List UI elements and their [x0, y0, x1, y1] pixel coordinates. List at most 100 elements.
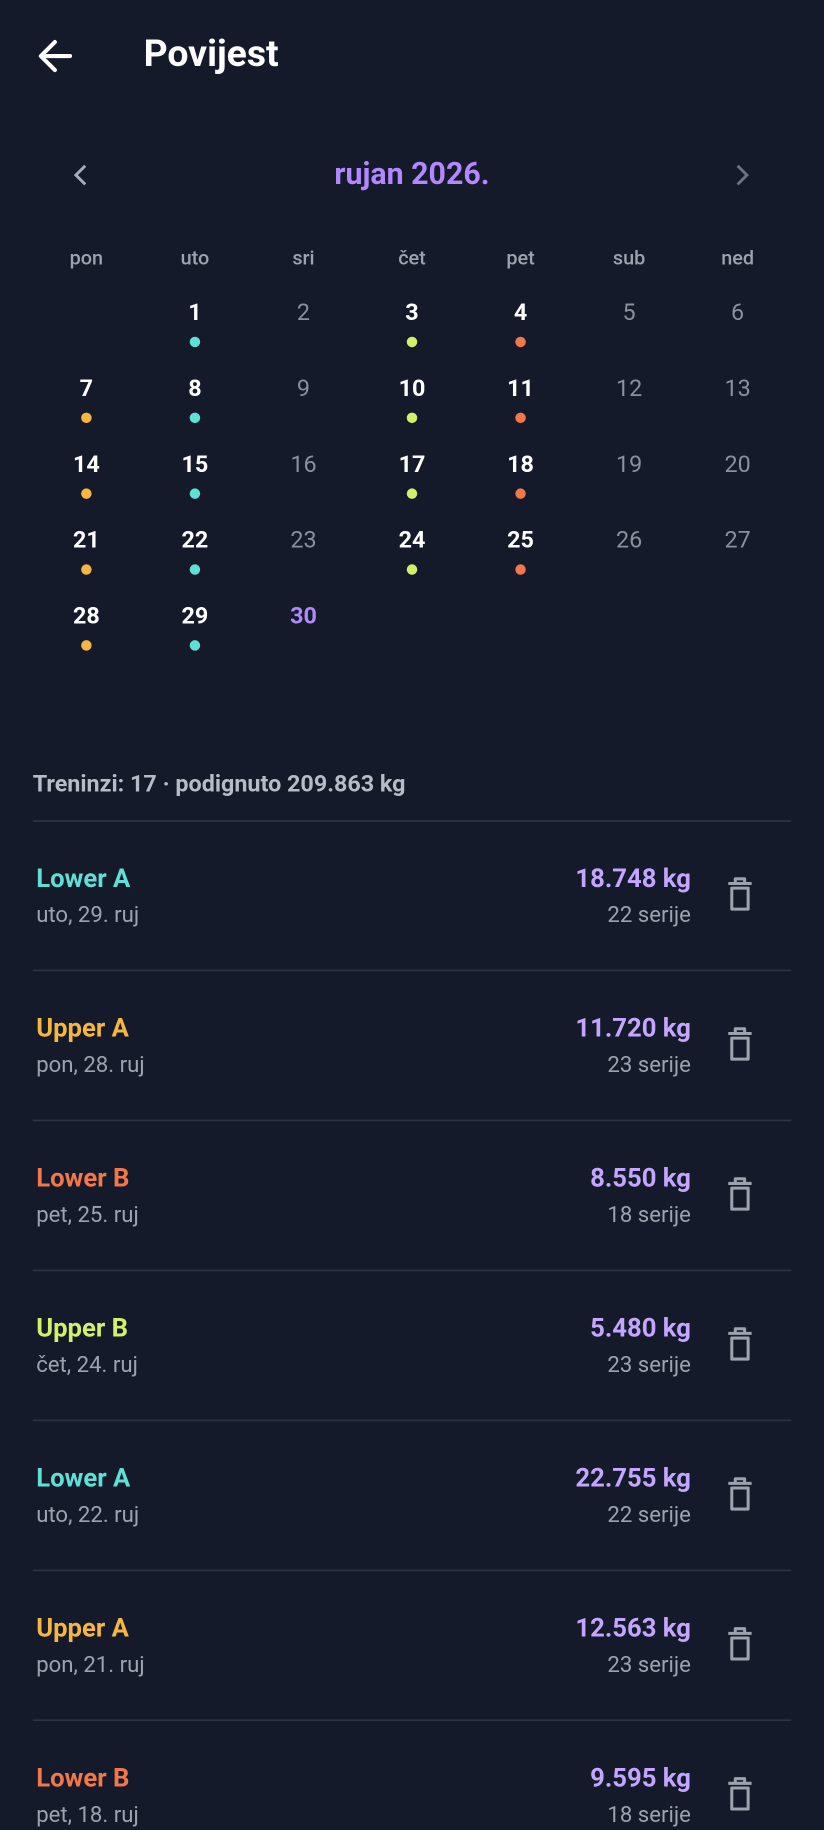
calendar-day[interactable]: 21: [73, 526, 100, 554]
workout-sets: 22 serije: [607, 1502, 691, 1528]
title: Povijest: [144, 32, 279, 76]
workout-dot: [406, 412, 418, 424]
workout-date: pon, 28. ruj: [36, 1052, 144, 1078]
workout-dot: [189, 412, 201, 424]
calendar-day[interactable]: 12: [616, 374, 642, 402]
workout-dot: [406, 336, 418, 348]
delete-button[interactable]: [728, 1327, 752, 1361]
workout-sets: 18 serije: [607, 1202, 691, 1228]
delete-button[interactable]: [728, 1777, 752, 1811]
calendar-day[interactable]: 17: [399, 450, 426, 478]
workout-date: uto, 22. ruj: [36, 1502, 139, 1528]
workout-sets: 23 serije: [607, 1652, 691, 1678]
calendar-day[interactable]: 8: [188, 374, 201, 402]
workout-dot: [406, 488, 418, 499]
calendar-day[interactable]: 15: [182, 450, 209, 478]
back-button[interactable]: [38, 39, 73, 73]
workout-weight: 11.720 kg: [575, 1014, 691, 1044]
calendar-day[interactable]: 5: [623, 298, 636, 326]
calendar-day[interactable]: 28: [73, 602, 100, 630]
delete-button[interactable]: [728, 1027, 752, 1061]
calendar-day[interactable]: 27: [725, 526, 751, 554]
workout-weight: 18.748 kg: [575, 864, 691, 894]
workout-name: Lower B: [36, 1764, 129, 1794]
calendar-day[interactable]: 13: [725, 374, 751, 402]
workout-name: Lower B: [36, 1164, 129, 1194]
delete-button[interactable]: [728, 1627, 752, 1661]
weekday: sub: [613, 246, 645, 269]
workout-name: Lower A: [36, 864, 131, 894]
delete-button[interactable]: [728, 1477, 752, 1511]
calendar-day[interactable]: 7: [80, 374, 93, 402]
weekday: pon: [70, 246, 103, 269]
workout-dot: [515, 488, 526, 499]
workout-date: pon, 21. ruj: [36, 1652, 144, 1678]
workout-dot: [515, 412, 526, 424]
workout-row[interactable]: [33, 1122, 792, 1270]
calendar-day[interactable]: 9: [297, 374, 310, 402]
workout-row[interactable]: [33, 822, 792, 970]
calendar-day[interactable]: 3: [405, 298, 418, 326]
workout-dot: [515, 564, 526, 575]
calendar-day[interactable]: 11: [507, 374, 534, 402]
workout-row[interactable]: [33, 1422, 792, 1570]
calendar-day[interactable]: 29: [182, 602, 209, 630]
workout-date: čet, 24. ruj: [36, 1352, 138, 1378]
next-month[interactable]: [736, 164, 750, 186]
workout-row[interactable]: [33, 972, 792, 1120]
calendar-day[interactable]: 2: [297, 298, 310, 326]
calendar-day[interactable]: 18: [507, 450, 534, 478]
workout-dot: [189, 336, 201, 348]
calendar-day[interactable]: 26: [616, 526, 642, 554]
delete-button[interactable]: [728, 1177, 752, 1211]
delete-button[interactable]: [728, 877, 752, 911]
workout-dot: [81, 488, 92, 499]
workout-name: Upper B: [36, 1314, 128, 1344]
workout-sets: 18 serije: [607, 1802, 691, 1828]
workout-name: Lower A: [36, 1464, 131, 1494]
calendar-day[interactable]: 10: [399, 374, 426, 402]
calendar-day[interactable]: 1: [188, 298, 201, 326]
workout-weight: 9.595 kg: [590, 1764, 691, 1794]
workout-dot: [81, 640, 92, 651]
calendar-day[interactable]: 22: [182, 526, 209, 554]
summary: Treninzi: 17 · podignuto 209.863 kg: [33, 770, 406, 798]
workout-name: Upper A: [36, 1014, 129, 1044]
workout-dot: [81, 412, 92, 424]
calendar-day[interactable]: 6: [731, 298, 744, 326]
workout-dot: [406, 564, 418, 575]
workout-dot: [81, 564, 92, 575]
calendar-day[interactable]: 19: [616, 450, 642, 478]
calendar-day[interactable]: 16: [290, 450, 316, 478]
workout-sets: 23 serije: [607, 1352, 691, 1378]
workout-row[interactable]: [33, 1571, 792, 1719]
weekday: uto: [181, 246, 210, 269]
workout-weight: 12.563 kg: [575, 1614, 691, 1644]
calendar-day[interactable]: 30: [290, 602, 317, 630]
calendar-day[interactable]: 4: [514, 298, 527, 326]
workout-name: Upper A: [36, 1614, 129, 1644]
workout-sets: 23 serije: [607, 1052, 691, 1078]
workout-row[interactable]: [33, 1272, 792, 1420]
weekday: čet: [398, 246, 426, 269]
calendar-day[interactable]: 24: [399, 526, 426, 554]
calendar-day[interactable]: 14: [73, 450, 100, 478]
workout-date: uto, 29. ruj: [36, 902, 139, 928]
weekday: pet: [506, 246, 535, 269]
weekday: ned: [721, 246, 754, 269]
calendar-day[interactable]: 25: [507, 526, 534, 554]
weekday: sri: [292, 246, 314, 269]
workout-dot: [189, 564, 201, 575]
workout-dot: [189, 488, 201, 499]
workout-date: pet, 18. ruj: [36, 1802, 139, 1828]
workout-dot: [189, 640, 201, 651]
calendar-day[interactable]: 23: [290, 526, 316, 554]
prev-month[interactable]: [73, 164, 87, 186]
workout-weight: 8.550 kg: [590, 1164, 691, 1194]
month-label: rujan 2026.: [334, 157, 489, 192]
calendar-day[interactable]: 20: [725, 450, 751, 478]
workout-weight: 5.480 kg: [590, 1314, 691, 1344]
